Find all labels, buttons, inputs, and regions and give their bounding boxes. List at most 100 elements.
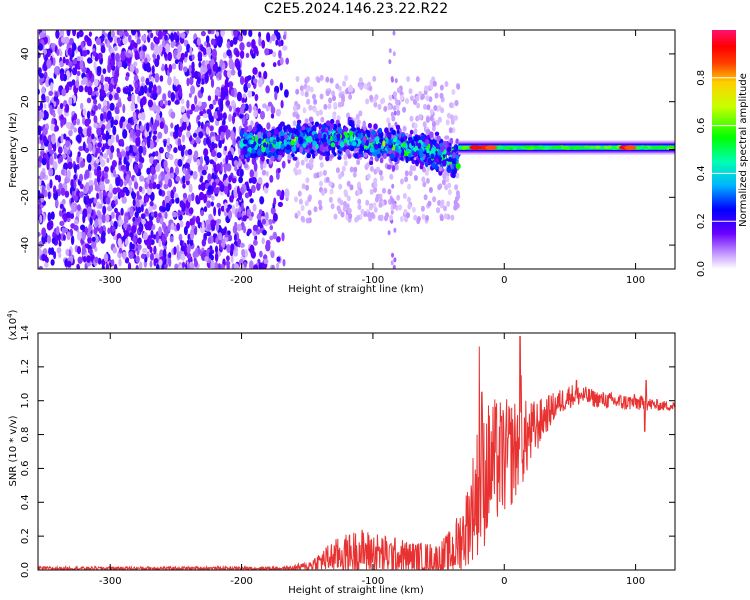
- heatmap-cell: [274, 142, 280, 149]
- heatmap-cell: [318, 204, 323, 211]
- heatmap-cell: [238, 191, 242, 201]
- heatmap-cell: [296, 124, 301, 131]
- heatmap-cell: [100, 113, 104, 122]
- heatmap-cell: [76, 70, 81, 76]
- heatmap-cell: [182, 144, 186, 150]
- heatmap-cell: [430, 153, 435, 160]
- heatmap-cell: [246, 41, 252, 48]
- heatmap-cell: [41, 93, 46, 101]
- heatmap-cell: [338, 173, 342, 180]
- heatmap-cell: [523, 145, 530, 149]
- heatmap-cell: [390, 209, 394, 215]
- heatmap-cell: [47, 212, 52, 222]
- heatmap-cell: [55, 199, 59, 208]
- heatmap-cell: [109, 102, 115, 111]
- heatmap-cell: [330, 119, 335, 124]
- heatmap-cell: [93, 98, 98, 106]
- heatmap-cell: [253, 169, 258, 179]
- heatmap-cell: [55, 226, 60, 236]
- heatmap-cell: [70, 202, 76, 212]
- heatmap-cell: [204, 256, 209, 262]
- heatmap-cell: [230, 254, 234, 263]
- heatmap-cell: [250, 250, 256, 259]
- heatmap-cell: [93, 197, 98, 204]
- heatmap-cell: [235, 107, 241, 114]
- heatmap-cell: [281, 160, 286, 169]
- heatmap-cell: [431, 125, 436, 132]
- heatmap-cell: [173, 246, 177, 255]
- heatmap-cell: [405, 157, 409, 164]
- heatmap-cell: [421, 213, 426, 220]
- y-tick-label: 0.2: [20, 528, 31, 544]
- heatmap-cell: [360, 208, 365, 215]
- heatmap-cell: [111, 259, 115, 267]
- heatmap-cell: [152, 135, 157, 141]
- heatmap-cell: [322, 141, 328, 148]
- heatmap-cell: [88, 31, 92, 37]
- heatmap-cell: [77, 126, 83, 135]
- heatmap-cell: [174, 130, 179, 138]
- heatmap-cell: [193, 132, 197, 138]
- heatmap-cell: [329, 122, 334, 130]
- heatmap-cell: [378, 127, 383, 134]
- heatmap-cell: [343, 189, 348, 196]
- heatmap-cell: [316, 77, 321, 83]
- heatmap-cell: [389, 173, 394, 180]
- heatmap-cell: [455, 190, 460, 197]
- heatmap-cell: [279, 135, 285, 142]
- heatmap-cell: [165, 202, 171, 212]
- heatmap-cell: [247, 83, 251, 89]
- heatmap-cell: [265, 182, 269, 189]
- heatmap-cell: [298, 132, 304, 138]
- heatmap-cell: [329, 154, 335, 159]
- heatmap-cell: [394, 164, 399, 171]
- heatmap-cell: [358, 77, 363, 84]
- heatmap-cell: [184, 149, 189, 156]
- heatmap-cell: [429, 115, 434, 122]
- heatmap-cell: [212, 99, 217, 106]
- heatmap-cell: [133, 113, 137, 122]
- heatmap-cell: [149, 140, 154, 150]
- heatmap-cell: [186, 239, 190, 246]
- heatmap-cell: [207, 185, 213, 194]
- heatmap-cell: [258, 71, 262, 78]
- heatmap-cell: [146, 65, 152, 73]
- heatmap-cell: [91, 164, 95, 171]
- heatmap-cell: [261, 237, 265, 245]
- heatmap-cell: [142, 146, 147, 156]
- heatmap-cell: [140, 76, 145, 83]
- heatmap-cell: [80, 160, 85, 168]
- heatmap-cell: [147, 234, 152, 244]
- heatmap-cell: [205, 155, 210, 166]
- heatmap-cell: [150, 229, 154, 239]
- heatmap-cell: [46, 59, 52, 69]
- heatmap-cell: [441, 179, 446, 186]
- heatmap-cell: [232, 112, 237, 118]
- heatmap-cell: [39, 32, 44, 39]
- heatmap-cell: [423, 194, 428, 201]
- heatmap-cell: [228, 210, 233, 220]
- heatmap-cell: [307, 196, 312, 202]
- heatmap-cell: [528, 146, 535, 150]
- heatmap-cell: [108, 183, 113, 193]
- heatmap-cell: [38, 178, 42, 187]
- heatmap-cell: [411, 139, 415, 146]
- heatmap-cell: [152, 84, 157, 94]
- heatmap-cell: [153, 211, 158, 218]
- heatmap-cell: [214, 88, 220, 96]
- heatmap-cell: [122, 103, 126, 114]
- heatmap-cell: [442, 172, 447, 180]
- heatmap-cell: [93, 122, 98, 129]
- heatmap-cell: [198, 184, 202, 191]
- heatmap-cell: [241, 103, 246, 110]
- heatmap-cell: [155, 105, 161, 115]
- heatmap-cell: [372, 202, 377, 209]
- heatmap-cell: [101, 175, 105, 182]
- heatmap-cell: [61, 153, 67, 159]
- heatmap-cell: [191, 54, 195, 61]
- heatmap-cell: [455, 162, 461, 170]
- heatmap-cell: [259, 250, 263, 258]
- heatmap-cell: [337, 197, 342, 204]
- heatmap-cell: [408, 88, 413, 95]
- heatmap-cell: [118, 101, 122, 108]
